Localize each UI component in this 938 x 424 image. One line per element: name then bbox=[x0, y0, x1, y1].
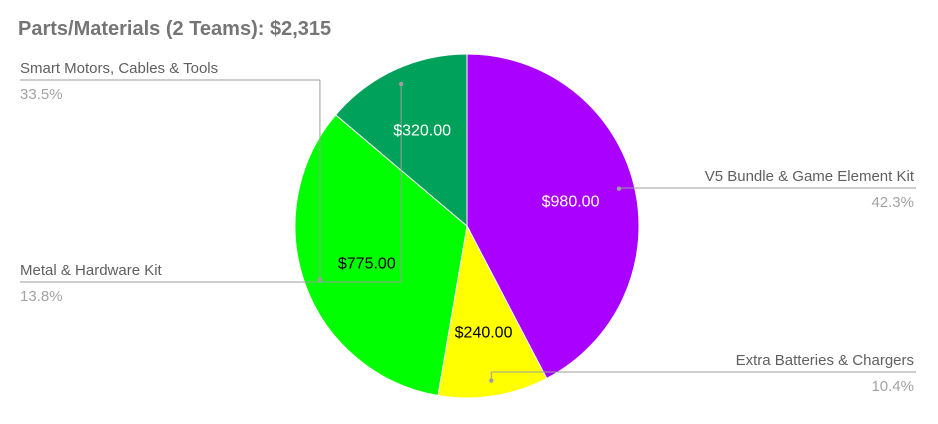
slice-category-label-smart-motors-cables-tools: Smart Motors, Cables & Tools bbox=[20, 60, 218, 77]
slice-value-label-v5-bundle-game-element-kit: $980.00 bbox=[542, 194, 600, 211]
pie-slice-extra-batteries-chargers bbox=[437, 224, 548, 399]
slice-percent-label-metal-hardware-kit: 13.8% bbox=[20, 288, 63, 305]
slice-category-label-extra-batteries-chargers: Extra Batteries & Chargers bbox=[736, 352, 914, 369]
slice-percent-label-extra-batteries-chargers: 10.4% bbox=[871, 378, 914, 395]
slice-category-label-v5-bundle-game-element-kit: V5 Bundle & Game Element Kit bbox=[705, 168, 915, 185]
pie-slice-smart-motors-cables-tools bbox=[294, 114, 468, 397]
slice-labels: $980.00 V5 Bundle & Game Element Kit 42.3%… bbox=[20, 60, 915, 395]
slice-percent-label-smart-motors-cables-tools: 33.5% bbox=[20, 86, 63, 103]
pie-slices bbox=[294, 53, 640, 399]
leader-lines bbox=[20, 79, 916, 383]
slice-percent-label-v5-bundle-game-element-kit: 42.3% bbox=[871, 194, 914, 211]
slice-category-label-metal-hardware-kit: Metal & Hardware Kit bbox=[20, 262, 163, 279]
slice-value-label-extra-batteries-chargers: $240.00 bbox=[455, 324, 513, 341]
slice-value-label-smart-motors-cables-tools: $775.00 bbox=[338, 256, 396, 273]
slice-value-label-metal-hardware-kit: $320.00 bbox=[393, 122, 451, 139]
pie-slice-v5-bundle-game-element-kit bbox=[466, 53, 640, 380]
chart-title: Parts/Materials (2 Teams): $2,315 bbox=[18, 18, 331, 40]
